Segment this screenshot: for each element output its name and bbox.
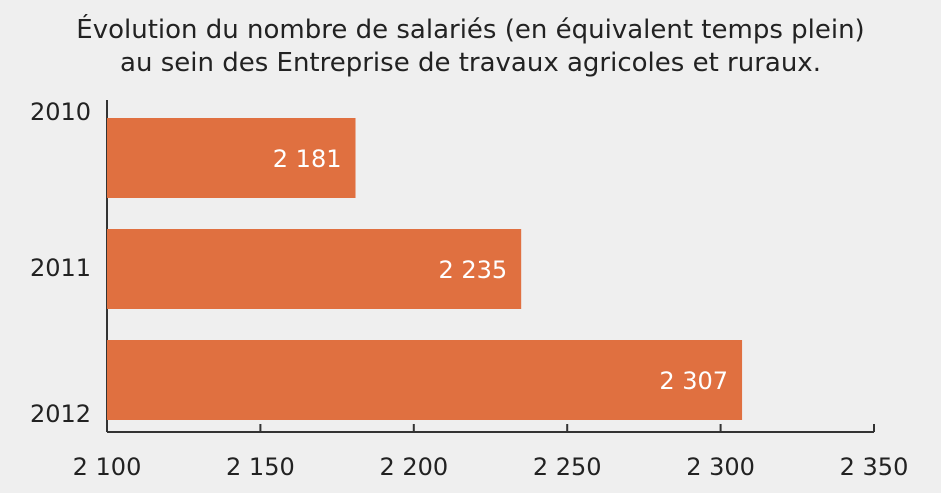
chart-title-line-2: au sein des Entreprise de travaux agrico… xyxy=(120,48,821,78)
category-label-2012: 2012 xyxy=(30,400,91,428)
category-label-2011: 2011 xyxy=(30,254,91,282)
x-tick-label: 2 150 xyxy=(226,453,295,481)
x-tick-label: 2 100 xyxy=(73,453,142,481)
bar-2010 xyxy=(107,118,356,198)
x-tick-label: 2 300 xyxy=(686,453,755,481)
x-tick-label: 2 350 xyxy=(840,453,909,481)
x-tick-label: 2 250 xyxy=(533,453,602,481)
chart-title-line-1: Évolution du nombre de salariés (en équi… xyxy=(76,15,865,45)
x-tick-label: 2 200 xyxy=(379,453,448,481)
chart-title: Évolution du nombre de salariés (en équi… xyxy=(0,14,941,80)
bar-2012 xyxy=(107,340,743,420)
category-label-2010: 2010 xyxy=(30,98,91,126)
bar-2011 xyxy=(107,229,522,309)
bar-value-label: 2 307 xyxy=(659,367,728,395)
bar-value-label: 2 181 xyxy=(273,145,342,173)
bar-value-label: 2 235 xyxy=(438,256,507,284)
